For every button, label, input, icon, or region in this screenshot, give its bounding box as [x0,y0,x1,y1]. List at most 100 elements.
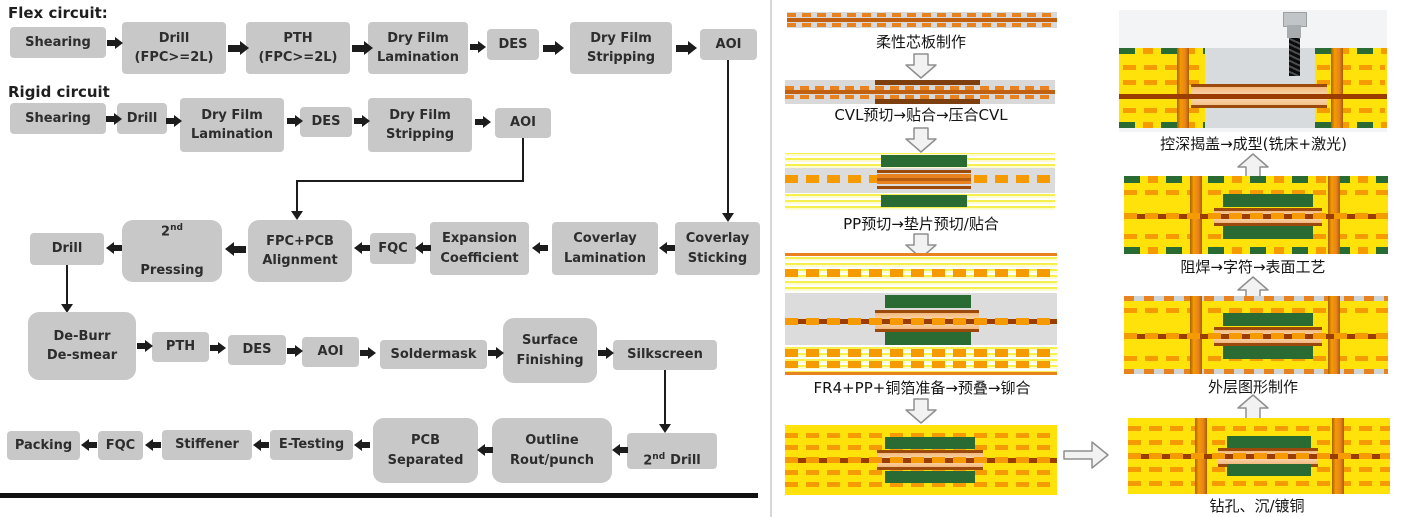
spacer-pad-bottom [885,471,975,483]
adhesive-layer [875,310,979,313]
pcb-section-soldermask [1124,176,1388,254]
flow-box-flex-des: DES [487,29,539,60]
flow-box-aoi2: AOI [302,337,359,367]
arrow-right-icon [488,347,504,359]
soldermask-edge [1124,247,1388,254]
flow-box-etesting: E-Testing [270,430,353,460]
connector-line [296,180,524,182]
flow-box-pth2: PTH [152,332,209,362]
spacer-pad-top [1223,194,1313,207]
copper-dash-layer [785,433,1057,438]
drill-collar [1287,25,1301,38]
copper-dash-layer [1128,453,1390,459]
adhesive-layer [1214,223,1322,226]
step-caption: 控深揭盖→成型(铣床+激光) [1160,135,1347,153]
arrow-right-icon [228,41,249,55]
plated-via [1177,48,1189,128]
flow-box-fqc: FQC [370,233,416,264]
copper-dash-layer [1317,108,1385,113]
block-arrow-down-icon [905,53,937,79]
flow-box-2nd-pressing: 2nd Pressing [122,220,222,282]
pcb-section-flex-core [787,12,1057,28]
arrow-right-icon [360,347,376,359]
copper-dash-layer [1128,481,1390,486]
pcb-section-drill-plate [1128,418,1390,494]
flow-box-rigid-aoi: AOI [495,108,551,138]
step-caption: 阻焊→字符→表面工艺 [1180,258,1326,276]
flow-box-stiffener: Stiffener [162,430,252,460]
flex-trace-core [877,178,971,181]
copper-dash-layer [1124,333,1388,339]
copper-dash-layer [1123,65,1203,70]
pcb-section-pp-precut [785,153,1055,210]
flow-box-deburr-desmear: De-Burr De-smear [28,312,136,380]
flex-cover-top [1191,84,1327,87]
flow-box-packing: Packing [7,431,80,460]
step-caption: CVL预切→贴合→压合CVL [834,106,1008,124]
flow-box-fqc2: FQC [98,431,143,460]
copper-dash-layer [1317,80,1385,85]
arrow-down-head-icon [61,304,73,313]
panel-divider [770,0,772,517]
soldermask-edge [1119,48,1205,54]
cvl-top-layer [875,80,980,85]
spacer-pad-bottom [885,332,971,345]
copper-dash-layer [1123,108,1203,113]
inner-copper-line [1119,94,1387,99]
arrow-right-icon [354,115,370,127]
copper-dash-layer [785,269,1057,277]
pcb-section-outer-pattern [1124,296,1388,374]
copper-core-layer [787,18,1057,22]
flow-box-coverlay-lamination: Coverlay Lamination [552,222,658,275]
copper-dash-layer [785,318,1057,325]
outer-copper-edge [1124,369,1388,374]
arrow-left-icon [145,439,161,451]
flow-box-coverlay-sticking: Coverlay Sticking [675,222,760,275]
copper-dash-layer [785,457,1057,463]
soldermask-edge [1119,122,1205,128]
soldermask-edge [1315,48,1387,54]
copper-dash-layer [785,95,1055,99]
arrow-right-icon [137,340,153,352]
arrow-left-icon [225,242,246,256]
flow-box-silkscreen: Silkscreen [613,340,717,370]
adhesive-layer [877,186,971,189]
rigid-section-right [1315,48,1387,128]
pcb-section-cvl [785,80,1055,104]
flex-circuit-label: Flex circuit: [8,4,108,22]
soldermask-edge [1315,122,1387,128]
pressing-word: Pressing [140,262,204,278]
spacer-pad-top [885,295,971,308]
adhesive-layer [877,450,983,453]
panel-bottom-rule [0,493,758,498]
copper-dash-layer [785,349,1057,357]
connector-line [66,265,68,304]
copper-dash-layer [1317,65,1385,70]
spacer-pad-bottom [1223,226,1313,239]
plated-via [1331,48,1343,128]
pcb-section-cap-removal [1119,10,1387,132]
connector-line [522,138,524,182]
arrow-left-icon [354,242,370,254]
soldermask-edge [1124,176,1388,183]
flex-cover-bottom [1191,105,1327,108]
copper-dash-layer [1124,308,1388,313]
adhesive-layer [875,329,979,332]
flow-box-2nd-drill: 2nd Drill [627,433,717,469]
copper-foil-bottom [785,372,1057,375]
arrow-right-icon [470,41,486,53]
flow-box-rigid-dryfilm-lamination: Dry Film Lamination [180,98,284,152]
flow-box-rigid-dryfilm-stripping: Dry Film Stripping [368,98,472,152]
flow-box-flex-aoi: AOI [700,29,757,60]
arrow-right-icon [287,115,303,127]
spacer-pad-bottom [881,195,967,207]
arrow-right-icon [543,41,564,55]
arrow-right-icon [107,37,123,49]
block-arrow-right-icon [1063,441,1109,469]
drill2-num: 2 [643,453,653,469]
flow-box-fpc-pcb-alignment: FPC+PCB Alignment [248,220,352,282]
block-arrow-down-icon [905,398,937,424]
flow-box-expansion-coefficient: Expansion Coefficient [430,222,529,275]
flow-box-flex-dryfilm-lamination: Dry Film Lamination [368,22,468,74]
